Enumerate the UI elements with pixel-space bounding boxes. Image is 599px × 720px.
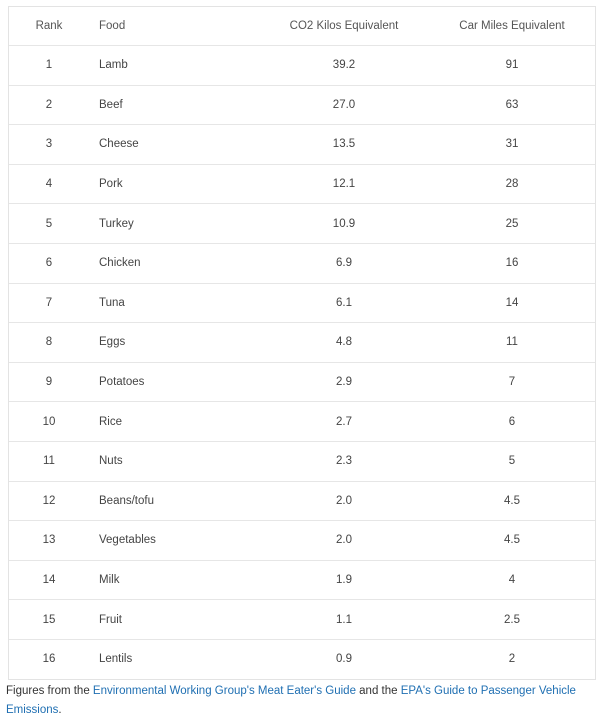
cell-food: Tuna [89,283,259,324]
cell-rank: 11 [9,441,89,482]
cell-rank: 16 [42,653,56,666]
cell-food: Rice [89,401,259,442]
cell-food: Milk [89,560,259,601]
cell-food: Beef [89,85,259,126]
cell-car-miles: 4 [429,560,595,601]
cell-co2: 39.2 [259,45,429,86]
table-row: 12 Beans/tofu 2.0 4.5 [9,481,595,522]
table-row: 7 Tuna 6.1 14 [9,283,595,324]
cell-car-miles: 5 [429,441,595,482]
cell-food: Lamb [89,45,259,86]
footnote-middle: and the [355,685,401,697]
cell-food: Vegetables [89,520,259,561]
header-car-miles: Car Miles Equivalent [429,7,595,46]
footnote-suffix: . [58,704,62,716]
cell-co2: 2.3 [259,441,429,482]
footnote-prefix: Figures from the [6,685,93,697]
table-row: 16 Lentils 0.9 2 [9,639,595,678]
food-emissions-table: Rank Food CO2 Kilos Equivalent Car Miles… [9,7,595,679]
table-header-row: Rank Food CO2 Kilos Equivalent Car Miles… [9,7,595,46]
cell-rank: 6 [9,243,89,284]
cell-food: Chicken [89,243,259,284]
cell-rank: 3 [9,124,89,165]
cell-food: Pork [89,164,259,205]
cell-car-miles: 14 [429,283,595,324]
cell-car-miles: 2.5 [429,599,595,640]
cell-co2: 12.1 [259,164,429,205]
cell-co2: 2.0 [259,520,429,561]
cell-rank: 2 [9,85,89,126]
cell-car-miles: 28 [429,164,595,205]
food-emissions-table-container: Rank Food CO2 Kilos Equivalent Car Miles… [8,6,596,680]
footnote: Figures from the Environmental Working G… [6,682,596,720]
cell-car-miles: 31 [429,124,595,165]
cell-co2: 27.0 [259,85,429,126]
table-row: 2 Beef 27.0 63 [9,85,595,126]
table-body: 1 Lamb 39.2 91 2 Beef 27.0 63 3 Cheese 13.5 31 4 Pork… [9,45,595,679]
epa-vehicle-emissions-link[interactable]: EPA's Guide to Passenger Vehicle Emissio… [6,685,576,716]
cell-car-miles: 63 [429,85,595,126]
cell-co2: 10.9 [259,203,429,244]
table-row: 4 Pork 12.1 28 [9,164,595,205]
cell-food: Cheese [89,124,259,165]
table-row: 6 Chicken 6.9 16 [9,243,595,284]
cell-food: Turkey [89,203,259,244]
cell-food: Nuts [89,441,259,482]
cell-food: Lentils [99,653,133,666]
table-row: 13 Vegetables 2.0 4.5 [9,520,595,561]
cell-food: Potatoes [89,362,259,403]
cell-co2: 2.0 [259,481,429,522]
table-row: 15 Fruit 1.1 2.5 [9,599,595,640]
cell-rank: 13 [9,520,89,561]
cell-food: Fruit [89,599,259,640]
cell-rank: 14 [9,560,89,601]
cell-rank: 10 [9,401,89,442]
header-co2: CO2 Kilos Equivalent [259,7,429,46]
table-row: 11 Nuts 2.3 5 [9,441,595,482]
cell-car-miles: 11 [429,322,595,363]
cell-car-miles: 2 [508,653,516,666]
header-food: Food [89,7,259,46]
table-row: 14 Milk 1.9 4 [9,560,595,601]
ewg-meat-eaters-guide-link[interactable]: Environmental Working Group's Meat Eater… [92,685,356,697]
cell-car-miles: 4.5 [429,520,595,561]
cell-car-miles: 25 [429,203,595,244]
cell-co2: 1.9 [259,560,429,601]
table-header: Rank Food CO2 Kilos Equivalent Car Miles… [9,7,595,46]
cell-rank: 5 [9,203,89,244]
cell-rank: 12 [9,481,89,522]
table-row: 9 Potatoes 2.9 7 [9,362,595,403]
table-row: 1 Lamb 39.2 91 [9,45,595,86]
cell-car-miles: 6 [429,401,595,442]
table-row: 5 Turkey 10.9 25 [9,203,595,244]
table-row: 10 Rice 2.7 6 [9,401,595,442]
cell-co2: 1.1 [259,599,429,640]
cell-car-miles: 7 [429,362,595,403]
cell-car-miles: 16 [429,243,595,284]
cell-rank: 4 [9,164,89,205]
cell-rank: 7 [9,283,89,324]
cell-car-miles: 4.5 [429,481,595,522]
table-row: 8 Eggs 4.8 11 [9,322,595,363]
table-row: 3 Cheese 13.5 31 [9,124,595,165]
header-rank: Rank [9,7,89,46]
cell-car-miles: 91 [429,45,595,86]
cell-rank: 15 [9,599,89,640]
cell-co2: 4.8 [259,322,429,363]
cell-food: Eggs [89,322,259,363]
cell-rank: 1 [9,45,89,86]
cell-co2: 2.9 [259,362,429,403]
cell-food: Beans/tofu [89,481,259,522]
cell-co2: 0.9 [336,653,352,666]
cell-rank: 9 [9,362,89,403]
cell-rank: 8 [9,322,89,363]
cell-co2: 6.1 [259,283,429,324]
cell-co2: 6.9 [259,243,429,284]
cell-co2: 2.7 [259,401,429,442]
cell-co2: 13.5 [259,124,429,165]
